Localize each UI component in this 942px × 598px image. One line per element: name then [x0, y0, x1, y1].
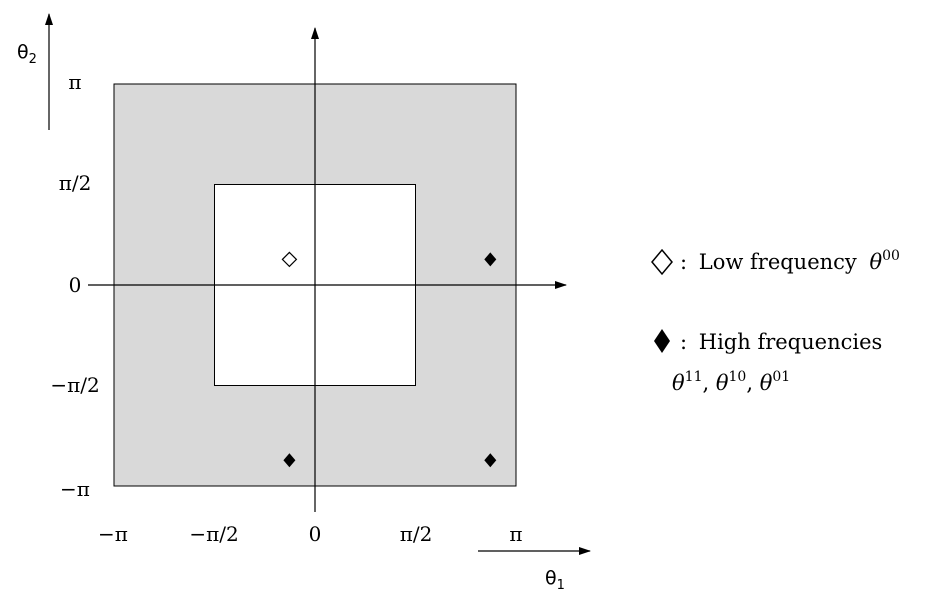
y-tick-label: 0 [69, 273, 82, 297]
svg-text:: High frequencies: : High frequencies [680, 330, 882, 354]
legend-low-frequency: : Low frequency θ00 [651, 248, 900, 276]
high-frequency-marker [283, 453, 296, 468]
x-tick-label: π [509, 522, 522, 546]
x-tick-label: 0 [309, 522, 322, 546]
y-tick-labels: π π/2 0 −π/2 −π [50, 70, 99, 501]
x-axis-name: θ1 [545, 567, 565, 593]
y-tick-label: π/2 [59, 171, 92, 195]
y-tick-label: −π/2 [50, 373, 99, 397]
legend: : Low frequency θ00 : High frequencies θ… [651, 248, 900, 395]
frequency-markers [281, 251, 497, 468]
high-frequency-marker [484, 252, 497, 267]
svg-text:θ11, θ10, θ01: θ11, θ10, θ01 [672, 369, 790, 395]
filled-diamond-icon [654, 329, 670, 353]
x-tick-labels: −π −π/2 0 π/2 π [98, 522, 523, 546]
y-axis-name: θ2 [17, 41, 37, 67]
x-tick-label: π/2 [400, 522, 433, 546]
low-frequency-marker [281, 251, 298, 268]
x-tick-label: −π/2 [189, 522, 238, 546]
x-tick-label: −π [98, 522, 128, 546]
legend-high-frequencies: : High frequencies θ11, θ10, θ01 [654, 329, 882, 395]
y-tick-label: −π [60, 477, 90, 501]
high-frequency-marker [484, 453, 497, 468]
y-tick-label: π [68, 70, 81, 94]
svg-text:: Low frequency: : Low frequency θ00 [680, 248, 900, 274]
open-diamond-icon [651, 248, 673, 276]
